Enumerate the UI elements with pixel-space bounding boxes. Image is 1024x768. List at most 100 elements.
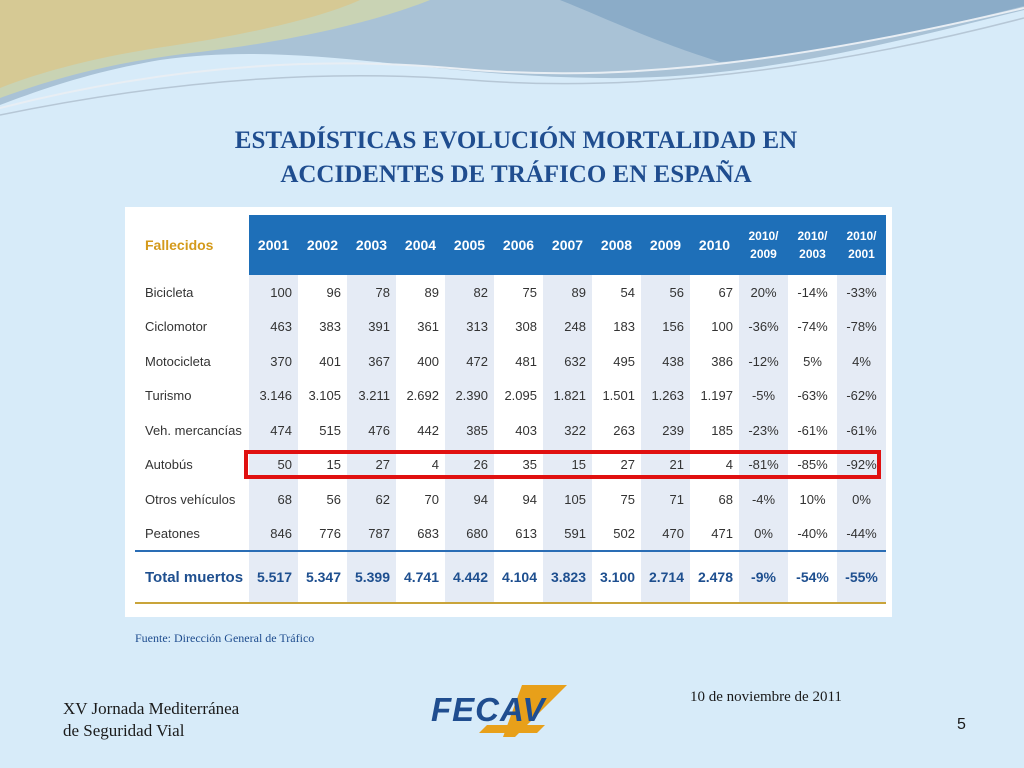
table-cell: 5.517 bbox=[249, 551, 298, 604]
table-cell: 613 bbox=[494, 516, 543, 552]
table-cell: 100 bbox=[249, 275, 298, 310]
table-cell: -92% bbox=[837, 447, 886, 482]
table-cell: 515 bbox=[298, 413, 347, 448]
table-cell: 2.478 bbox=[690, 551, 739, 604]
column-header: 2010/ 2001 bbox=[837, 215, 886, 275]
column-header: 2010 bbox=[690, 215, 739, 275]
column-header: 2002 bbox=[298, 215, 347, 275]
table-cell: 463 bbox=[249, 309, 298, 344]
table-cell: -81% bbox=[739, 447, 788, 482]
table-cell: 35 bbox=[494, 447, 543, 482]
table-cell: 3.211 bbox=[347, 378, 396, 413]
table-cell: -85% bbox=[788, 447, 837, 482]
table-cell: 68 bbox=[249, 482, 298, 517]
table-cell: 495 bbox=[592, 344, 641, 379]
row-label: Total muertos bbox=[135, 551, 249, 604]
table-cell: 4.741 bbox=[396, 551, 445, 604]
table-row: Peatones 846 776 787 683 680 613 591 502 470 471 0%… bbox=[135, 516, 886, 552]
table-cell: 248 bbox=[543, 309, 592, 344]
fecav-logo: FECAV bbox=[427, 679, 577, 741]
table-cell: 94 bbox=[494, 482, 543, 517]
table-row: Motocicleta 370 401 367 400 472 481 632 495 438 38… bbox=[135, 344, 886, 379]
table-cell: 470 bbox=[641, 516, 690, 552]
table-cell: 56 bbox=[298, 482, 347, 517]
table-cell: -54% bbox=[788, 551, 837, 604]
table-cell: 94 bbox=[445, 482, 494, 517]
column-header: 2001 bbox=[249, 215, 298, 275]
table-cell: 75 bbox=[494, 275, 543, 310]
footer-event-name: XV Jornada Mediterránea de Seguridad Via… bbox=[63, 698, 239, 742]
table-cell: 3.100 bbox=[592, 551, 641, 604]
table-cell: 370 bbox=[249, 344, 298, 379]
table-cell: 442 bbox=[396, 413, 445, 448]
table-cell: 776 bbox=[298, 516, 347, 552]
row-label: Bicicleta bbox=[145, 284, 194, 300]
row-label: Veh. mercancías bbox=[145, 422, 242, 438]
table-cell: 20% bbox=[739, 275, 788, 310]
row-label: Otros vehículos bbox=[145, 491, 236, 507]
column-header: 2004 bbox=[396, 215, 445, 275]
table-cell: 71 bbox=[641, 482, 690, 517]
table-cell: 105 bbox=[543, 482, 592, 517]
decorative-wave-header bbox=[0, 0, 1024, 116]
table-cell: 56 bbox=[641, 275, 690, 310]
table-cell: 68 bbox=[690, 482, 739, 517]
table-cell: 4 bbox=[396, 447, 445, 482]
table-cell: 322 bbox=[543, 413, 592, 448]
table-row: Ciclomotor 463 383 391 361 313 308 248 183 156 100… bbox=[135, 309, 886, 344]
table-cell: 5.347 bbox=[298, 551, 347, 604]
table-cell: 400 bbox=[396, 344, 445, 379]
table-cell: 2.390 bbox=[445, 378, 494, 413]
table-cell: -23% bbox=[739, 413, 788, 448]
table-cell: 50 bbox=[249, 447, 298, 482]
table-cell: 67 bbox=[690, 275, 739, 310]
table-cell: 100 bbox=[690, 309, 739, 344]
fecav-logo-text: FECAV bbox=[431, 691, 546, 728]
table-cell: 471 bbox=[690, 516, 739, 552]
table-cell: 4.442 bbox=[445, 551, 494, 604]
table-cell: 361 bbox=[396, 309, 445, 344]
table-cell: 308 bbox=[494, 309, 543, 344]
table-cell: -55% bbox=[837, 551, 886, 604]
table-cell: 156 bbox=[641, 309, 690, 344]
column-header: 2009 bbox=[641, 215, 690, 275]
table-cell: -61% bbox=[837, 413, 886, 448]
slide-title: ESTADÍSTICAS EVOLUCIÓN MORTALIDAD EN ACC… bbox=[0, 124, 1024, 192]
column-header: 2007 bbox=[543, 215, 592, 275]
table-cell: 26 bbox=[445, 447, 494, 482]
table-cell: 89 bbox=[396, 275, 445, 310]
table-cell: 386 bbox=[690, 344, 739, 379]
slide-title-line-2: ACCIDENTES DE TRÁFICO EN ESPAÑA bbox=[280, 161, 752, 188]
table-cell: 5.399 bbox=[347, 551, 396, 604]
table-cell: 27 bbox=[592, 447, 641, 482]
column-header: 2008 bbox=[592, 215, 641, 275]
table-cell: 75 bbox=[592, 482, 641, 517]
table-cell: 54 bbox=[592, 275, 641, 310]
table-cell: -74% bbox=[788, 309, 837, 344]
column-header: 2003 bbox=[347, 215, 396, 275]
table-cell: 4 bbox=[690, 447, 739, 482]
table-cell: 2.692 bbox=[396, 378, 445, 413]
table-cell: 27 bbox=[347, 447, 396, 482]
table-cell: 78 bbox=[347, 275, 396, 310]
table-cell: 21 bbox=[641, 447, 690, 482]
table-cell: 89 bbox=[543, 275, 592, 310]
table-cell: -44% bbox=[837, 516, 886, 552]
table-cell: 481 bbox=[494, 344, 543, 379]
table-cell: 391 bbox=[347, 309, 396, 344]
table-cell: 15 bbox=[298, 447, 347, 482]
table-cell: 3.823 bbox=[543, 551, 592, 604]
table-row-highlighted: Autobús 50 15 27 4 26 35 15 27 21 4 -81% -85% -92% bbox=[135, 447, 886, 482]
table-cell: 185 bbox=[690, 413, 739, 448]
table-cell: 0% bbox=[837, 482, 886, 517]
table-cell: -62% bbox=[837, 378, 886, 413]
table-cell: 239 bbox=[641, 413, 690, 448]
slide-title-line-1: ESTADÍSTICAS EVOLUCIÓN MORTALIDAD EN bbox=[234, 127, 798, 154]
table-cell: 4% bbox=[837, 344, 886, 379]
column-header: 2010/ 2009 bbox=[739, 215, 788, 275]
table-cell: 5% bbox=[788, 344, 837, 379]
table-cell: -4% bbox=[739, 482, 788, 517]
source-note: Fuente: Dirección General de Tráfico bbox=[135, 631, 315, 645]
table-cell: 438 bbox=[641, 344, 690, 379]
table-cell: 4.104 bbox=[494, 551, 543, 604]
